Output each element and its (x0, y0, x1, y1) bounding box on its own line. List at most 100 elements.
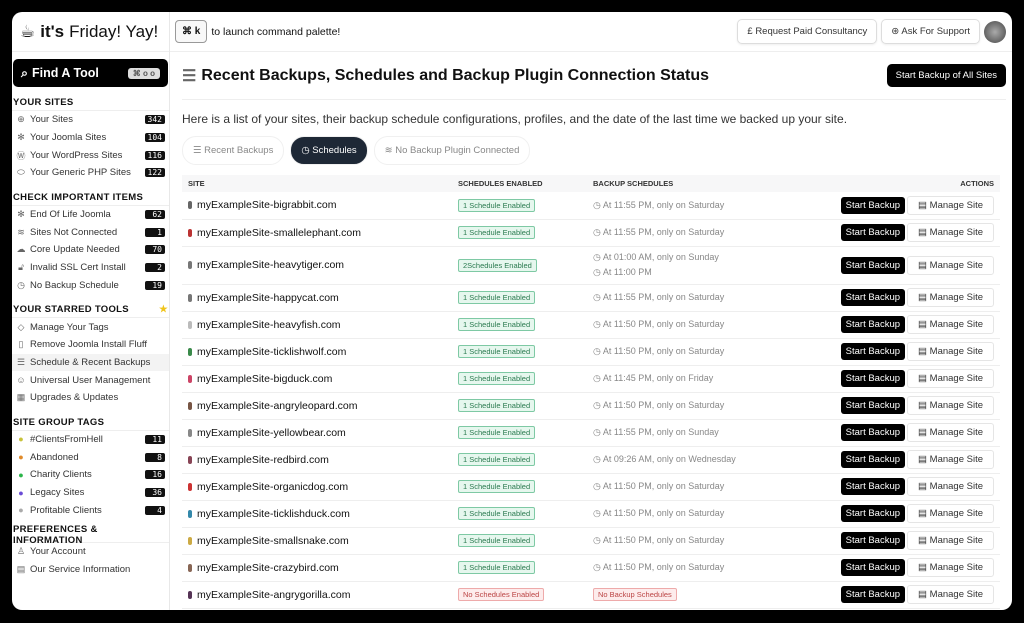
site-domain[interactable]: myExampleSite-ticklishduck.com (197, 507, 350, 520)
sidebar-item[interactable]: ♙ Your Account (12, 543, 169, 561)
ask-support-button[interactable]: ⊛ Ask For Support (881, 19, 980, 44)
site-name[interactable]: myExampleSite-organicdog.com (188, 481, 446, 493)
request-consultancy-button[interactable]: £ Request Paid Consultancy (737, 19, 878, 44)
start-backup-button[interactable]: Start Backup (840, 316, 906, 333)
manage-site-button[interactable]: ▤ Manage Site (907, 423, 994, 442)
tag-icon: ◇ (17, 321, 25, 332)
manage-site-button[interactable]: ▤ Manage Site (907, 342, 994, 361)
start-backup-button[interactable]: Start Backup (840, 397, 906, 414)
sidebar-item[interactable]: ● Charity Clients 16 (12, 466, 169, 484)
avatar[interactable] (984, 20, 1006, 43)
manage-site-button[interactable]: ▤ Manage Site (907, 369, 994, 388)
start-backup-button[interactable]: Start Backup (840, 256, 906, 274)
sidebar-item[interactable]: ⊕ Your Sites 342 (12, 111, 169, 129)
site-name[interactable]: myExampleSite-redbird.com (188, 454, 446, 466)
main-content: ☰ Recent Backups, Schedules and Backup Pl… (182, 52, 1012, 609)
site-domain[interactable]: myExampleSite-bigduck.com (197, 372, 333, 385)
start-backup-button[interactable]: Start Backup (840, 370, 906, 387)
start-backup-button[interactable]: Start Backup (840, 478, 906, 495)
start-backup-button[interactable]: Start Backup (840, 424, 906, 441)
site-name[interactable]: myExampleSite-heavytiger.com (188, 259, 446, 271)
manage-site-button[interactable]: ▤ Manage Site (907, 531, 994, 550)
site-name[interactable]: myExampleSite-happycat.com (188, 292, 446, 304)
site-domain[interactable]: myExampleSite-yellowbear.com (197, 426, 346, 439)
manage-site-button[interactable]: ▤ Manage Site (907, 585, 994, 604)
sidebar-item[interactable]: ● Legacy Sites 36 (12, 484, 169, 502)
site-name[interactable]: myExampleSite-angryleopard.com (188, 400, 446, 412)
manage-site-button[interactable]: ▤ Manage Site (907, 255, 994, 275)
manage-site-button[interactable]: ▤ Manage Site (907, 450, 994, 469)
manage-icon: ▤ (918, 373, 930, 384)
site-domain[interactable]: myExampleSite-smallelephant.com (197, 226, 361, 239)
sidebar-item[interactable]: ◷ No Backup Schedule 19 (12, 277, 169, 295)
site-domain[interactable]: myExampleSite-ticklishwolf.com (197, 345, 347, 358)
brand-logo[interactable]: ☕︎ it's Friday! Yay! (12, 12, 169, 52)
site-name[interactable]: myExampleSite-ticklishduck.com (188, 508, 446, 520)
manage-site-button[interactable]: ▤ Manage Site (907, 396, 994, 415)
sidebar-item[interactable]: ≋ Sites Not Connected 1 (12, 223, 169, 241)
manage-site-button[interactable]: ▤ Manage Site (907, 504, 994, 523)
site-name[interactable]: myExampleSite-angrygorilla.com (188, 589, 446, 601)
backup-schedules-cell: ◷ At 01:00 AM, only on Sunday ◷ At 11:00 … (587, 246, 787, 285)
start-backup-button[interactable]: Start Backup (840, 505, 906, 522)
find-tool-button[interactable]: ⌕ Find A Tool ⌘ o o (13, 59, 168, 87)
start-backup-button[interactable]: Start Backup (840, 343, 906, 360)
sidebar-item[interactable]: ● Abandoned 8 (12, 448, 169, 466)
start-backup-button[interactable]: Start Backup (840, 559, 906, 576)
sidebar-item[interactable]: ☺ Universal User Management (12, 371, 169, 389)
manage-label: Manage Site (929, 227, 983, 238)
sidebar-item[interactable]: ⬭ Your Generic PHP Sites 122 (12, 164, 169, 182)
sidebar-item[interactable]: ☰ Schedule & Recent Backups (12, 353, 169, 372)
tab-schedules[interactable]: ◷ Schedules (290, 136, 368, 165)
site-domain[interactable]: myExampleSite-crazybird.com (197, 561, 339, 574)
start-backup-button[interactable]: Start Backup (840, 224, 906, 241)
site-domain[interactable]: myExampleSite-smallsnake.com (197, 534, 349, 547)
sidebar-item[interactable]: ✻ End Of Life Joomla 62 (12, 206, 169, 224)
start-backup-button[interactable]: Start Backup (840, 532, 906, 549)
clock-icon: ◷ (593, 454, 603, 464)
sidebar-item[interactable]: ▯ Remove Joomla Install Fluff (12, 336, 169, 354)
site-domain[interactable]: myExampleSite-redbird.com (197, 453, 329, 466)
start-backup-all-button[interactable]: Start Backup of All Sites (886, 64, 1006, 87)
manage-site-button[interactable]: ▤ Manage Site (907, 195, 994, 215)
table-row: myExampleSite-smallelephant.com 1 Schedul… (182, 219, 1000, 247)
tab-no-backup-plugin-connected[interactable]: ≋ No Backup Plugin Connected (373, 136, 531, 165)
site-name[interactable]: myExampleSite-bigduck.com (188, 373, 446, 385)
site-domain[interactable]: myExampleSite-bigrabbit.com (197, 199, 337, 212)
site-name[interactable]: myExampleSite-crazybird.com (188, 562, 446, 574)
site-domain[interactable]: myExampleSite-angryleopard.com (197, 399, 358, 412)
schedule-text: At 11:55 PM, only on Saturday (602, 227, 725, 237)
manage-site-button[interactable]: ▤ Manage Site (907, 558, 994, 577)
site-name[interactable]: myExampleSite-smallsnake.com (188, 535, 446, 547)
sidebar-item[interactable]: ● Profitable Clients 4 (12, 501, 169, 519)
start-backup-button[interactable]: Start Backup (840, 451, 906, 468)
manage-site-button[interactable]: ▤ Manage Site (907, 223, 994, 242)
site-name[interactable]: myExampleSite-ticklishwolf.com (188, 346, 446, 358)
site-domain[interactable]: myExampleSite-heavyfish.com (197, 318, 341, 331)
site-domain[interactable]: myExampleSite-heavytiger.com (197, 259, 345, 271)
site-domain[interactable]: myExampleSite-happycat.com (197, 291, 339, 304)
start-backup-button[interactable]: Start Backup (840, 196, 906, 214)
start-backup-button[interactable]: Start Backup (840, 289, 906, 306)
sidebar-item[interactable]: ▦ Upgrades & Updates (12, 389, 169, 407)
manage-site-button[interactable]: ▤ Manage Site (907, 315, 994, 334)
sidebar-item[interactable]: ☁ Core Update Needed 70 (12, 241, 169, 259)
manage-site-button[interactable]: ▤ Manage Site (907, 288, 994, 307)
site-name[interactable]: myExampleSite-bigrabbit.com (188, 199, 446, 211)
sidebar-item[interactable]: 🔓︎ Invalid SSL Cert Install 2 (12, 259, 169, 277)
start-backup-button[interactable]: Start Backup (840, 586, 906, 603)
site-name[interactable]: myExampleSite-heavyfish.com (188, 319, 446, 331)
sidebar-item[interactable]: ● #ClientsFromHell 11 (12, 431, 169, 449)
sidebar-item[interactable]: Ⓦ Your WordPress Sites 116 (12, 146, 169, 164)
manage-site-button[interactable]: ▤ Manage Site (907, 477, 994, 496)
tab-recent-backups[interactable]: ☰ Recent Backups (182, 136, 285, 165)
sidebar-item[interactable]: ◇ Manage Your Tags (12, 318, 169, 336)
schedules-enabled-badge: 1 Schedule Enabled (458, 226, 536, 239)
site-name[interactable]: myExampleSite-smallelephant.com (188, 227, 446, 239)
command-palette-shortcut[interactable]: ⌘ k (175, 20, 208, 43)
sidebar-item[interactable]: ✻ Your Joomla Sites 104 (12, 129, 169, 147)
site-name[interactable]: myExampleSite-yellowbear.com (188, 427, 446, 439)
site-domain[interactable]: myExampleSite-organicdog.com (197, 480, 349, 493)
sidebar-item[interactable]: ▤ Our Service Information (12, 561, 169, 579)
site-domain[interactable]: myExampleSite-angrygorilla.com (197, 588, 351, 601)
